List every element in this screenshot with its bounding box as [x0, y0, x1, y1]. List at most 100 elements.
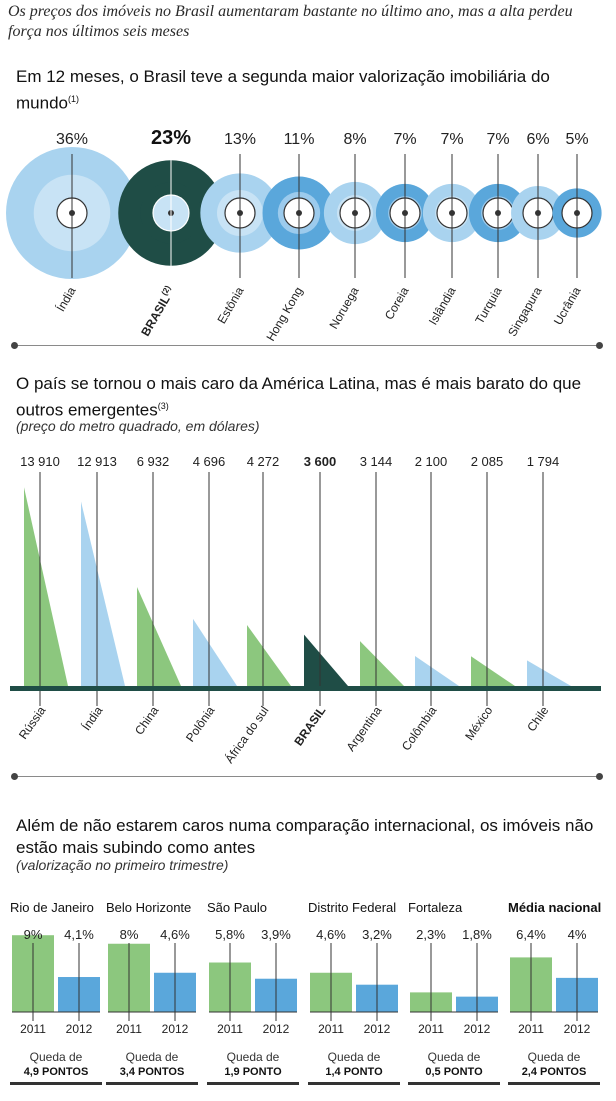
bubble-turquia: 7% Turquia [468, 131, 528, 326]
bubble-country-label: Coreia [382, 284, 412, 322]
price-bar-polonia: 4 696 Polônia [183, 454, 237, 745]
growth-group-fortaleza: Fortaleza 2,3% 2011 1,8% 2012 Queda de 0,5 PON… [408, 900, 500, 1085]
price-baseline [10, 686, 601, 691]
price-country-label: África do sul [221, 703, 271, 766]
bubble-chart-title-text: Em 12 meses, o Brasil teve a segunda mai… [16, 67, 550, 113]
growth-city-label: São Paulo [207, 900, 267, 915]
growth-group-media-nacional: Média nacional 6,4% 2011 4% 2012 Queda de 2,4 … [508, 900, 601, 1085]
price-bar-china: 6 932 China [132, 454, 181, 737]
growth-drop-value: 3,4 PONTOS [120, 1066, 185, 1078]
growth-group-belo-horizonte: Belo Horizonte 8% 2011 4,6% 2012 Queda de 3,4 … [106, 900, 198, 1085]
bubble-highlight-footnote: (2) [160, 284, 173, 297]
growth-drop-caption: Queda de [328, 1050, 381, 1064]
growth-year-label: 2012 [364, 1022, 391, 1036]
bubble-hong-kong: 11% Hong Kong [262, 131, 336, 344]
growth-value-label: 1,8% [462, 927, 492, 942]
growth-value-label: 5,8% [215, 927, 245, 942]
growth-underline [508, 1082, 600, 1085]
price-country-label: Índia [78, 703, 105, 733]
growth-value-label: 4% [568, 927, 587, 942]
growth-drop-value: 1,4 PONTO [325, 1066, 383, 1078]
bubble-country-label: Singapura [505, 284, 545, 339]
price-bar-india: 12 913 Índia [77, 454, 125, 733]
headline: Os preços dos imóveis no Brasil aumentar… [8, 3, 573, 40]
growth-year-label: 2011 [518, 1022, 544, 1036]
bubble-noruega: 8% Noruega [323, 131, 387, 331]
growth-drop-value: 4,9 PONTOS [24, 1066, 89, 1078]
growth-chart: Rio de Janeiro 9% 2011 4,1% 2012 Queda de 4,9 … [10, 900, 601, 1085]
bubble-value-label: 36% [56, 131, 88, 148]
bubble-country-label: Ucrânia [551, 284, 584, 327]
growth-city-label: Rio de Janeiro [10, 900, 94, 915]
growth-year-label: 2011 [318, 1022, 344, 1036]
growth-group-rio-de-janeiro: Rio de Janeiro 9% 2011 4,1% 2012 Queda de 4,9 … [10, 900, 102, 1085]
growth-group-sao-paulo: São Paulo 5,8% 2011 3,9% 2012 Queda de 1,9 PON… [207, 900, 299, 1085]
bubble-islandia: 7% Islândia [422, 131, 482, 327]
price-country-label: Colômbia [399, 703, 440, 753]
price-country-label: Argentina [344, 703, 385, 753]
bubble-value-label: 6% [526, 131, 549, 148]
price-bar-shape [247, 624, 291, 686]
price-chart-title-text: O país se tornou o mais caro da América … [16, 374, 582, 420]
bubble-value-label: 7% [486, 131, 509, 148]
growth-drop-caption: Queda de [528, 1050, 581, 1064]
price-bar-brasil: 3 600 BRASIL [291, 454, 348, 748]
growth-value-label: 4,1% [64, 927, 94, 942]
price-bar-shape [24, 487, 68, 686]
bubble-country-label: Estônia [214, 284, 246, 326]
growth-city-label: Belo Horizonte [106, 900, 191, 915]
price-bar-chile: 1 794 Chile [524, 454, 571, 734]
growth-year-label: 2011 [418, 1022, 444, 1036]
growth-year-label: 2012 [162, 1022, 189, 1036]
price-value-label: 2 100 [415, 454, 448, 469]
bubble-value-label: 8% [343, 131, 366, 148]
bubble-chart: 36% Índia 23% BRASIL(2) 13% Estônia 11% Hong Ko… [6, 127, 602, 344]
price-bar-shape [137, 586, 181, 686]
growth-year-label: 2011 [217, 1022, 243, 1036]
growth-underline [10, 1082, 102, 1085]
price-value-label: 6 932 [137, 454, 170, 469]
growth-underline [106, 1082, 198, 1085]
growth-value-label: 9% [24, 927, 43, 942]
price-bar-argentina: 3 144 Argentina [344, 454, 404, 754]
price-bar-shape [81, 501, 125, 686]
bubble-coreia: 7% Coreia [375, 131, 435, 322]
price-value-label: 3 600 [304, 454, 337, 469]
bubble-country-label: Hong Kong [263, 285, 305, 344]
bubble-india: 36% Índia [6, 131, 138, 314]
bubble-value-label: 11% [284, 131, 315, 148]
price-value-label: 4 272 [247, 454, 280, 469]
price-value-label: 4 696 [193, 454, 226, 469]
price-bar-shape [193, 618, 237, 686]
bubble-country-label: Turquia [472, 284, 504, 326]
growth-underline [408, 1082, 500, 1085]
section-divider-2 [11, 773, 603, 780]
growth-underline [207, 1082, 299, 1085]
bubble-value-label: 13% [224, 131, 256, 148]
bubble-chart-title: Em 12 meses, o Brasil teve a segunda mai… [16, 66, 596, 115]
price-value-label: 12 913 [77, 454, 117, 469]
growth-year-label: 2012 [66, 1022, 93, 1036]
price-chart-title: O país se tornou o mais caro da América … [16, 373, 596, 422]
price-chart-subtitle: (preço do metro quadrado, em dólares) [16, 418, 260, 434]
growth-year-label: 2011 [116, 1022, 142, 1036]
growth-year-label: 2012 [464, 1022, 491, 1036]
price-bar-colombia: 2 100 Colômbia [399, 454, 459, 753]
growth-value-label: 6,4% [516, 927, 546, 942]
price-bar-shape [471, 656, 515, 686]
bubble-value-label: 7% [440, 131, 463, 148]
price-bar-mexico: 2 085 México [462, 454, 515, 743]
growth-value-label: 4,6% [316, 927, 346, 942]
growth-chart-subtitle: (valorização no primeiro trimestre) [16, 857, 229, 873]
price-value-label: 3 144 [360, 454, 393, 469]
growth-drop-value: 0,5 PONTO [425, 1066, 483, 1078]
bubble-country-label: Islândia [426, 284, 459, 327]
price-bar-shape [415, 656, 459, 686]
price-country-label: BRASIL [291, 704, 328, 749]
growth-value-label: 4,6% [160, 927, 190, 942]
price-value-label: 2 085 [471, 454, 504, 469]
growth-drop-caption: Queda de [30, 1050, 83, 1064]
bubble-value-label: 23% [151, 127, 191, 149]
growth-city-label: Média nacional [508, 900, 601, 915]
price-value-label: 13 910 [20, 454, 60, 469]
